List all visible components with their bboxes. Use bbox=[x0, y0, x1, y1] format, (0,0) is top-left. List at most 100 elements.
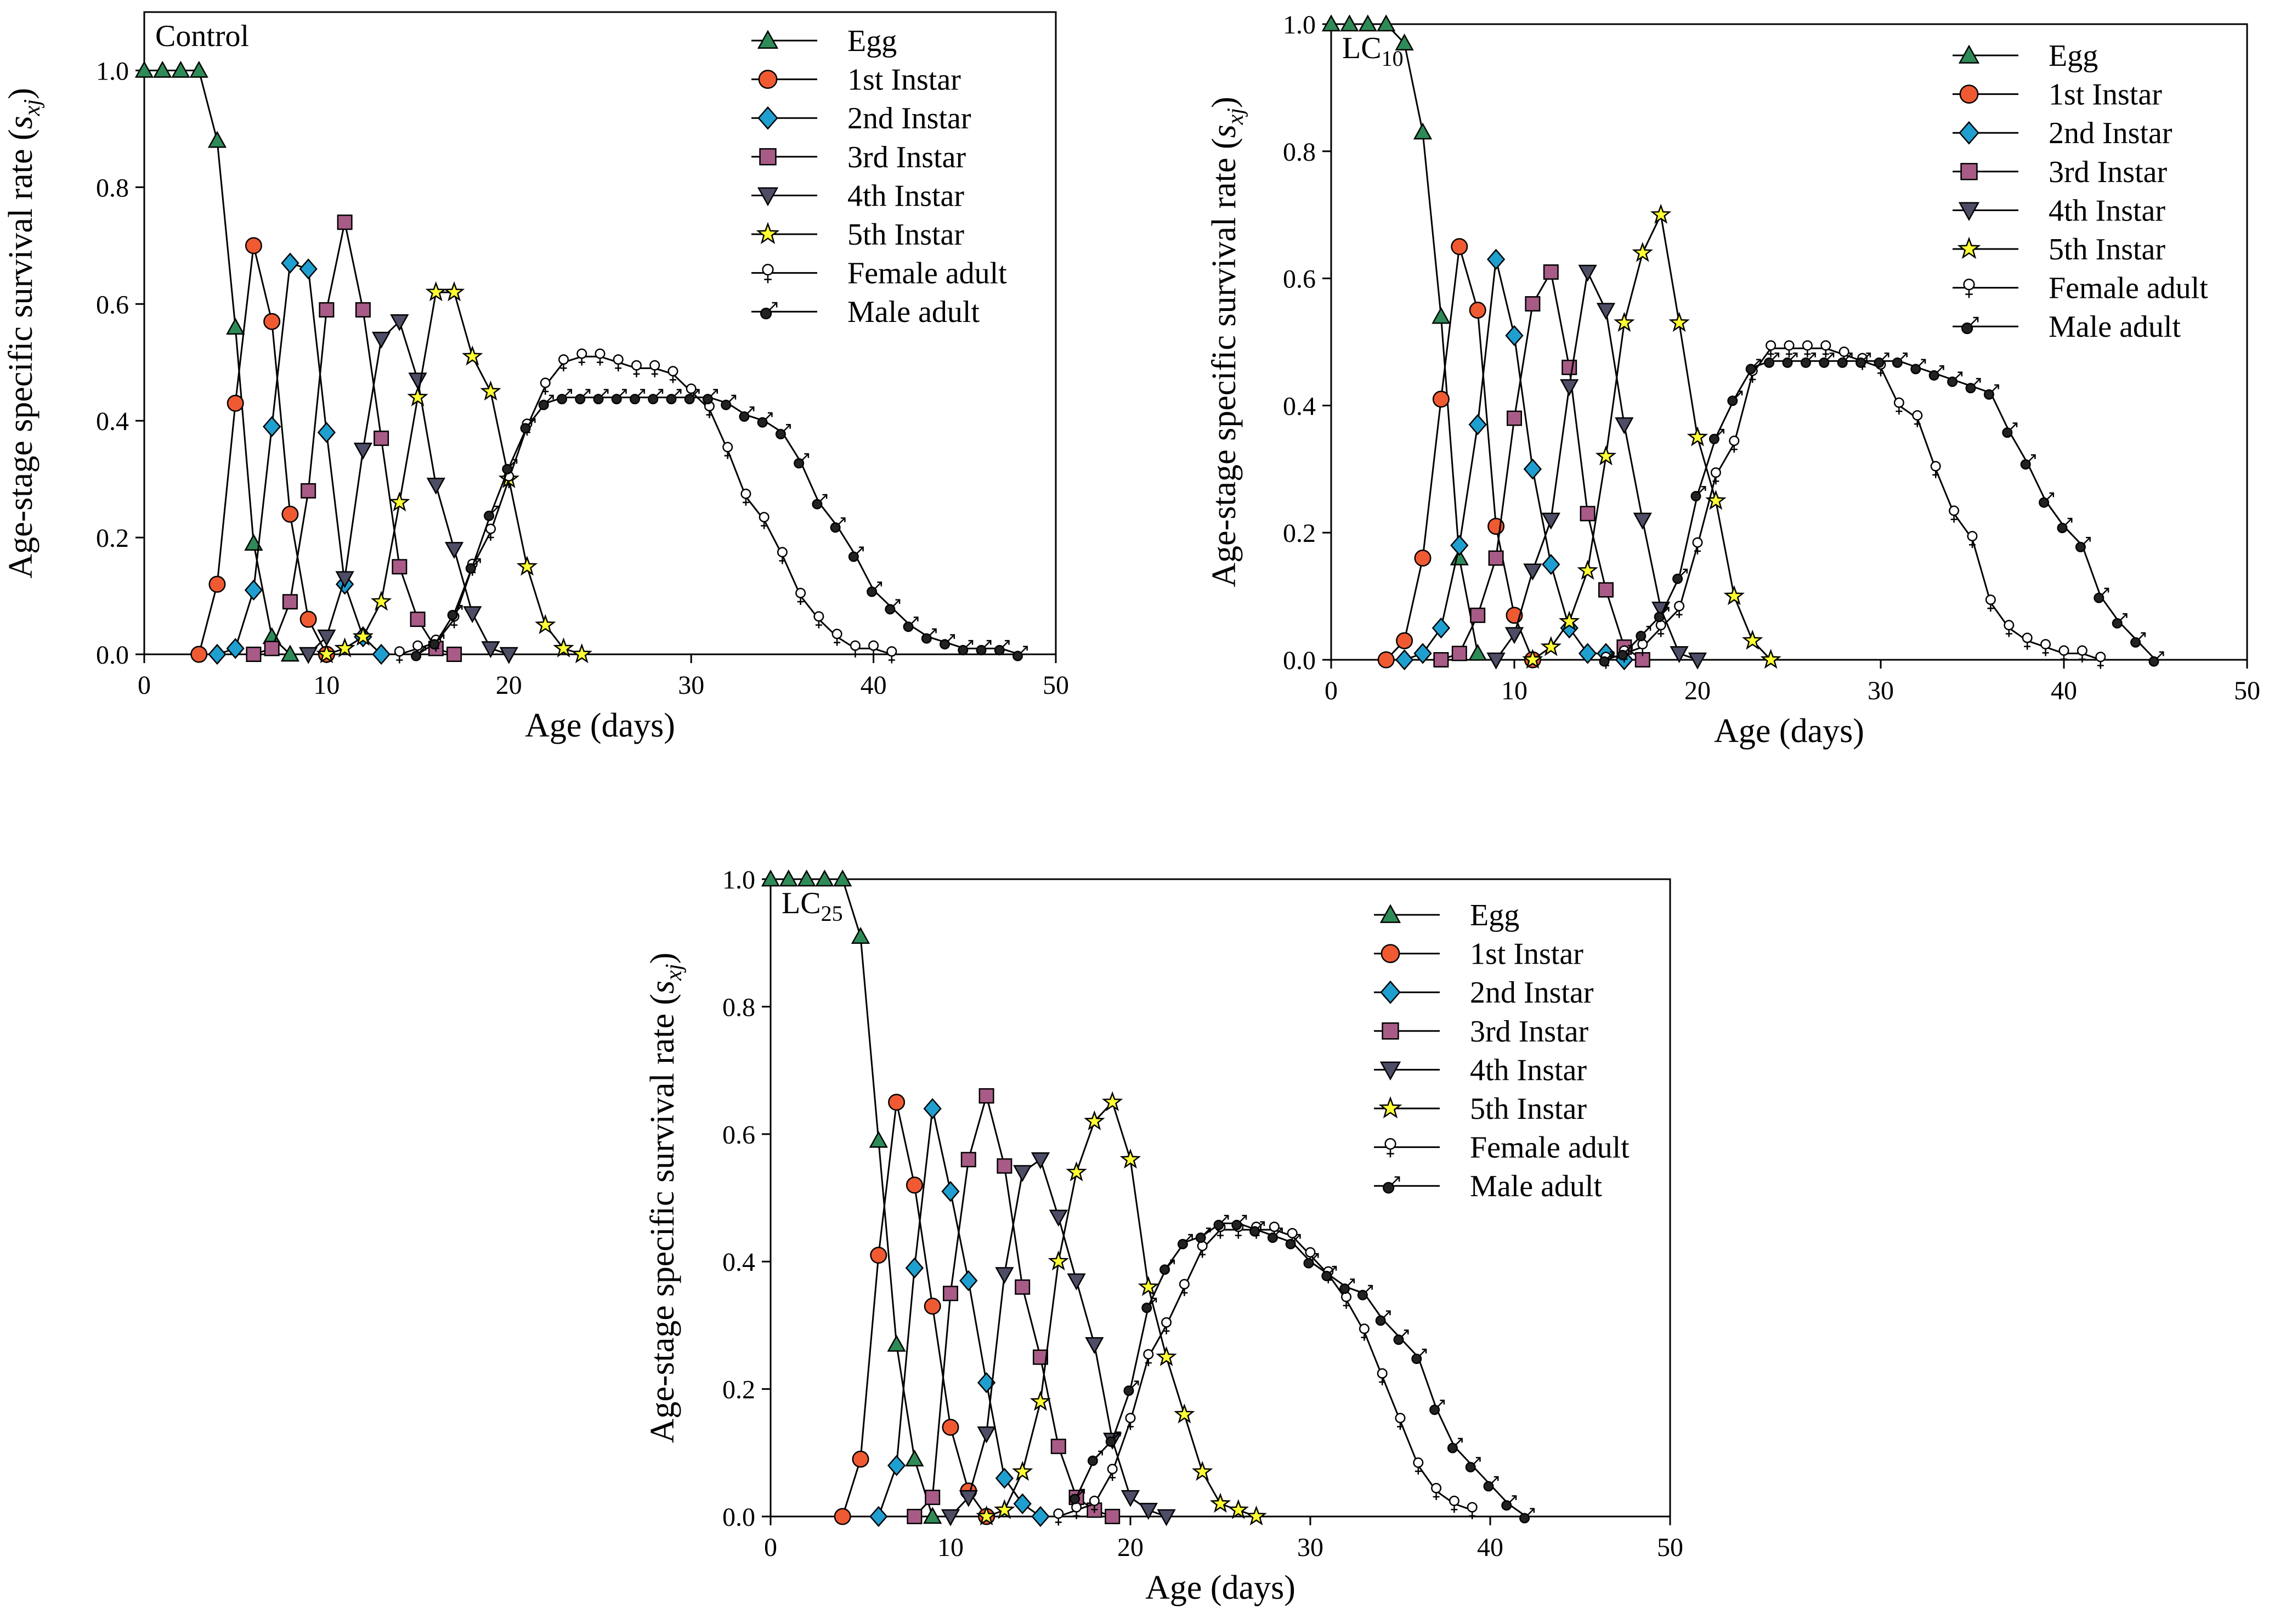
point-3rd-instar bbox=[246, 647, 262, 662]
point-5th-instar bbox=[1119, 1148, 1141, 1169]
point-4th-instar bbox=[444, 542, 464, 559]
series-line-egg bbox=[771, 878, 934, 1517]
point-4th-instar bbox=[299, 647, 318, 664]
x-tick-label: 30 bbox=[678, 671, 704, 700]
point-male-adult bbox=[2039, 492, 2055, 508]
point-2nd-instar bbox=[263, 416, 281, 437]
series-3rd-instar bbox=[246, 214, 462, 662]
point-female-adult bbox=[740, 488, 751, 506]
point-3rd-instar bbox=[446, 647, 462, 662]
point-4th-instar bbox=[317, 629, 336, 647]
point-female-adult bbox=[1413, 1457, 1424, 1475]
point-4th-instar bbox=[1688, 652, 1707, 670]
legend-marker-5th-instar bbox=[1378, 1096, 1402, 1119]
series-line-5th-instar bbox=[326, 291, 582, 655]
point-4th-instar bbox=[1523, 563, 1542, 581]
point-5th-instar bbox=[1209, 1492, 1231, 1513]
point-male-adult bbox=[1764, 352, 1780, 368]
series-4th-instar bbox=[941, 1152, 1176, 1526]
point-female-adult bbox=[595, 348, 606, 366]
point-egg bbox=[797, 869, 816, 887]
legend-marker-4th-instar bbox=[1379, 1061, 1401, 1080]
x-tick-label: 0 bbox=[764, 1533, 777, 1562]
point-female-adult bbox=[2004, 620, 2015, 637]
point-female-adult bbox=[795, 587, 806, 606]
point-2nd-instar bbox=[1505, 325, 1524, 347]
legend-label-4th-instar: 4th Instar bbox=[2049, 194, 2165, 228]
point-3rd-instar bbox=[319, 302, 335, 318]
point-3rd-instar bbox=[1598, 582, 1614, 598]
point-female-adult bbox=[1125, 1412, 1136, 1430]
point-female-adult bbox=[831, 629, 842, 646]
point-male-adult bbox=[757, 412, 773, 428]
legend-label-1st-instar: 1st Instar bbox=[1470, 937, 1583, 971]
point-male-adult bbox=[1123, 1380, 1139, 1396]
point-4th-instar bbox=[1504, 627, 1524, 644]
legend-label-2nd-instar: 2nd Instar bbox=[2049, 116, 2172, 150]
point-male-adult bbox=[1393, 1329, 1409, 1345]
y-tick-label: 0.0 bbox=[1283, 646, 1316, 675]
x-tick-label: 0 bbox=[138, 671, 151, 700]
point-male-adult bbox=[1672, 568, 1688, 584]
point-2nd-instar bbox=[941, 1181, 960, 1202]
point-male-adult bbox=[1745, 359, 1761, 375]
point-male-adult bbox=[1965, 378, 1981, 394]
point-5th-instar bbox=[1595, 445, 1617, 466]
point-2nd-instar bbox=[1468, 414, 1487, 435]
point-2nd-instar bbox=[299, 258, 318, 280]
point-3rd-instar bbox=[1580, 506, 1596, 522]
point-2nd-instar bbox=[923, 1098, 942, 1119]
point-female-adult bbox=[1053, 1508, 1064, 1526]
series-line-1st-instar bbox=[198, 245, 327, 655]
point-5th-instar bbox=[1577, 559, 1598, 580]
point-4th-instar bbox=[353, 443, 373, 460]
legend-marker-3rd-instar bbox=[759, 148, 777, 166]
series-line-male-adult bbox=[417, 397, 1020, 655]
point-5th-instar bbox=[571, 643, 593, 664]
point-1st-instar bbox=[1451, 238, 1468, 256]
point-1st-instar bbox=[245, 237, 262, 254]
panel-lc10: 0 10 20 30 40 50 0.0 0.2 0.4 0.6 0.8 1.0 Age (days) A… bbox=[1206, 10, 2260, 750]
point-2nd-instar bbox=[208, 643, 227, 665]
point-1st-instar bbox=[1469, 302, 1486, 319]
panel-label: LC25 bbox=[782, 886, 843, 926]
point-male-adult bbox=[593, 389, 609, 405]
point-1st-instar bbox=[1396, 632, 1413, 649]
point-1st-instar bbox=[263, 313, 281, 330]
point-male-adult bbox=[1159, 1259, 1175, 1275]
series-egg bbox=[134, 60, 300, 662]
point-2nd-instar bbox=[226, 638, 245, 659]
point-4th-instar bbox=[959, 1490, 978, 1507]
point-5th-instar bbox=[1227, 1499, 1249, 1519]
legend-marker-4th-instar bbox=[1958, 202, 1980, 221]
point-egg bbox=[171, 60, 190, 78]
point-female-adult bbox=[868, 640, 879, 658]
point-3rd-instar bbox=[264, 641, 280, 657]
legend-marker-1st-instar bbox=[1959, 84, 1979, 104]
point-5th-instar bbox=[1156, 1346, 1177, 1366]
point-5th-instar bbox=[389, 491, 410, 512]
point-male-adult bbox=[2094, 587, 2109, 603]
point-female-adult bbox=[1692, 537, 1703, 554]
point-3rd-instar bbox=[392, 559, 408, 575]
point-male-adult bbox=[1947, 371, 1963, 387]
point-male-adult bbox=[794, 453, 810, 469]
point-2nd-instar bbox=[995, 1468, 1014, 1489]
point-male-adult bbox=[611, 389, 627, 405]
point-1st-instar bbox=[208, 575, 226, 593]
series-line-2nd-instar bbox=[217, 262, 382, 655]
point-egg bbox=[280, 644, 300, 662]
y-tick-label: 0.2 bbox=[1283, 519, 1316, 548]
point-4th-instar bbox=[1121, 1490, 1140, 1507]
point-5th-instar bbox=[1066, 1161, 1087, 1181]
series-line-1st-instar bbox=[1385, 246, 1534, 661]
point-egg bbox=[189, 60, 208, 78]
x-tick-label: 0 bbox=[1325, 676, 1338, 705]
point-male-adult bbox=[1087, 1450, 1103, 1466]
point-female-adult bbox=[1766, 340, 1777, 358]
series-line-male-adult bbox=[1605, 360, 2157, 661]
point-female-adult bbox=[1893, 397, 1904, 415]
point-4th-instar bbox=[390, 314, 409, 331]
point-4th-instar bbox=[1085, 1337, 1104, 1354]
legend-marker-2nd-instar bbox=[1380, 980, 1401, 1004]
